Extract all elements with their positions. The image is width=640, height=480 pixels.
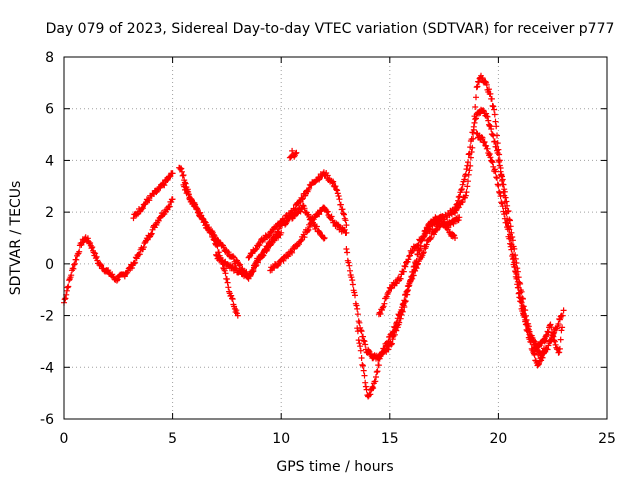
series-track-j [354, 214, 463, 400]
y-tick-label: 4 [45, 153, 54, 169]
plot-frame [63, 56, 608, 420]
x-tick-labels: 0 5 10 15 20 25 [60, 431, 616, 447]
chart-title: Day 079 of 2023, Sidereal Day-to-day VTE… [46, 21, 615, 37]
series-track-f [245, 169, 350, 261]
x-tick-label: 25 [598, 431, 616, 447]
y-tick-label: 8 [45, 50, 54, 66]
axis-ticks [63, 56, 608, 420]
y-tick-label: 6 [45, 102, 54, 118]
y-tick-labels: -6 -4 -2 0 2 4 6 8 [40, 50, 54, 428]
y-tick-label: -6 [40, 412, 54, 428]
data-points [61, 72, 567, 400]
y-tick-label: -4 [40, 360, 54, 376]
x-tick-label: 20 [489, 431, 507, 447]
series-track-h [286, 147, 300, 161]
x-tick-label: 5 [168, 431, 177, 447]
series-track-g [267, 204, 350, 274]
x-tick-label: 10 [272, 431, 290, 447]
series-track-b [130, 170, 176, 222]
y-tick-label: -2 [40, 309, 54, 325]
x-tick-label: 15 [381, 431, 399, 447]
y-tick-label: 0 [45, 257, 54, 273]
x-axis-label: GPS time / hours [276, 459, 393, 475]
y-axis-label: SDTVAR / TECUs [8, 181, 24, 296]
series-track-l [452, 106, 565, 361]
y-tick-label: 2 [45, 205, 54, 221]
x-tick-label: 0 [60, 431, 69, 447]
series-track-m [473, 130, 567, 369]
